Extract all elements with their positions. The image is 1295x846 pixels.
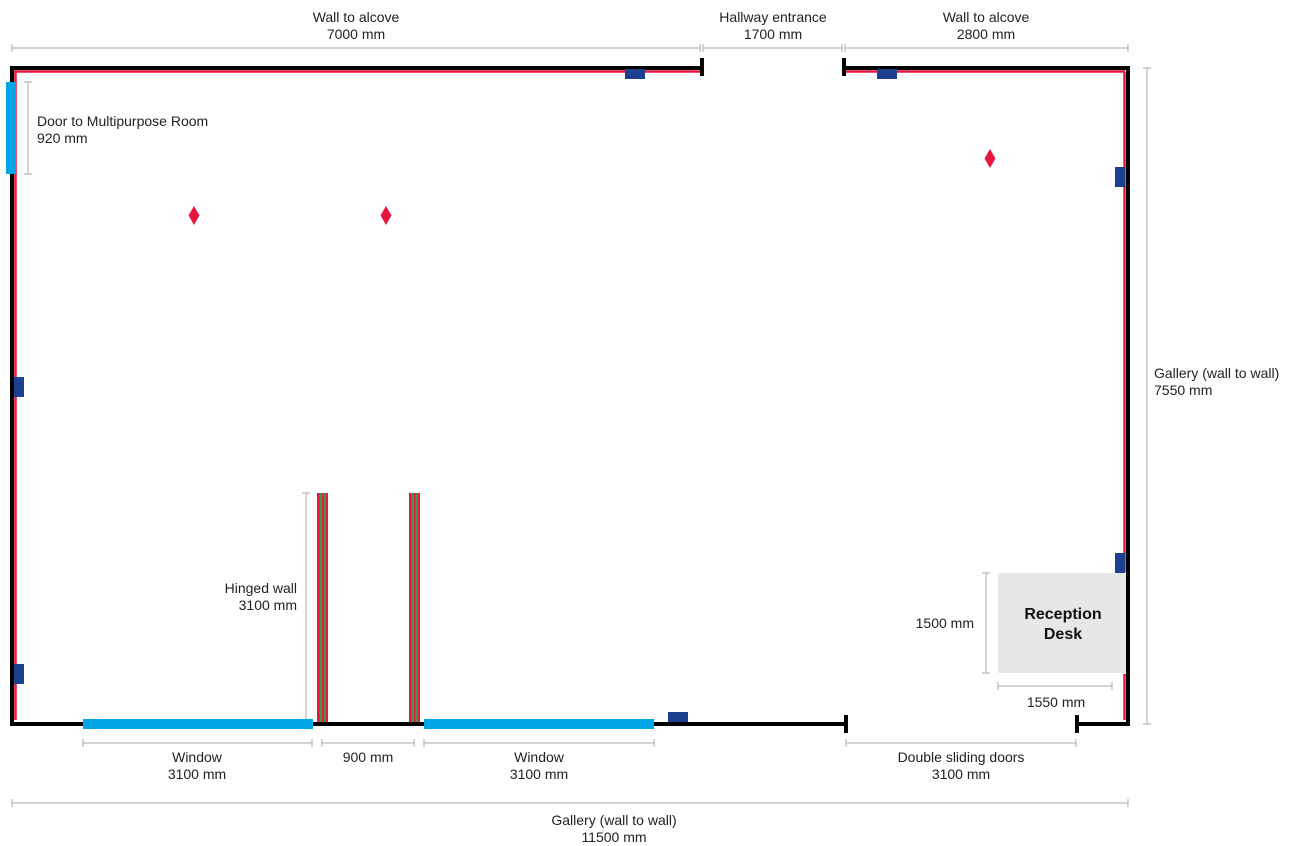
label-hinged-value: 3100 mm: [238, 597, 297, 613]
outlet: [1115, 553, 1125, 573]
label-bottom-total: Gallery (wall to wall) 11500 mm: [551, 812, 676, 846]
label-right-height-title: Gallery (wall to wall): [1154, 365, 1280, 381]
label-sliding-doors-title: Double sliding doors: [897, 749, 1025, 765]
label-door-value: 920 mm: [37, 130, 88, 146]
label-desk-height: 1500 mm: [915, 615, 974, 631]
label-bottom-total-title: Gallery (wall to wall): [551, 812, 677, 828]
label-hinged: Hinged wall 3100 mm: [225, 580, 297, 614]
label-bottom-total-value: 11500 mm: [581, 829, 647, 845]
label-hallway-value: 1700 mm: [743, 26, 803, 42]
label-right-height-value: 7550 mm: [1154, 382, 1213, 398]
label-window-right-title: Window: [514, 749, 564, 765]
label-door-title: Door to Multipurpose Room: [37, 113, 209, 129]
label-window-right: Window 3100 mm: [510, 749, 568, 783]
label-sliding-doors-value: 3100 mm: [931, 766, 991, 782]
diamond-marker: [984, 149, 996, 168]
windows: [6, 82, 654, 729]
power-outlets: [14, 69, 1125, 722]
label-top-right: Wall to alcove 2800 mm: [943, 9, 1030, 43]
reception-desk-line1: Reception: [1024, 606, 1102, 623]
outlet: [668, 712, 688, 722]
outlet: [877, 69, 897, 79]
label-sliding-doors: Double sliding doors 3100 mm: [898, 749, 1025, 783]
label-desk-width: 1550 mm: [1026, 694, 1086, 710]
label-top-left-title: Wall to alcove: [312, 9, 400, 25]
dimension-desk-width: [997, 682, 1113, 690]
dimension-desk-height: [982, 572, 990, 674]
label-hallway-title: Hallway entrance: [719, 9, 827, 25]
dimension-hinged: [302, 492, 310, 721]
dimension-top-mid: [702, 44, 843, 52]
light-markers: [188, 149, 996, 225]
dimension-bottom-total: [11, 799, 1129, 807]
label-top-right-value: 2800 mm: [956, 26, 1016, 42]
label-door: Door to Multipurpose Room 920 mm: [37, 113, 208, 147]
outlet: [14, 664, 24, 684]
dimension-window-right: [423, 739, 655, 747]
wall-end-caps: [700, 58, 1079, 733]
dimension-lines: [11, 44, 1151, 807]
hinged-wall-2: [409, 493, 420, 722]
hinged-wall-1: [317, 493, 328, 722]
window-right: [424, 719, 654, 729]
label-right-height: Gallery (wall to wall) 7550 mm: [1154, 365, 1279, 399]
reception-desk-label: Reception Desk: [1024, 605, 1101, 645]
label-top-left-value: 7000 mm: [326, 26, 386, 42]
label-top-right-title: Wall to alcove: [942, 9, 1030, 25]
outlet: [14, 377, 24, 397]
label-hallway: Hallway entrance 1700 mm: [719, 9, 826, 43]
label-window-left-title: Window: [172, 749, 222, 765]
label-gap: 900 mm: [342, 749, 394, 765]
reception-desk: [998, 573, 1126, 673]
dimension-right-height: [1143, 67, 1151, 725]
outlet: [1115, 167, 1125, 187]
label-top-left: Wall to alcove 7000 mm: [313, 9, 400, 43]
dimension-gap: [321, 739, 415, 747]
label-window-left: Window 3100 mm: [168, 749, 226, 783]
outlet: [625, 69, 645, 79]
dimension-sliding: [845, 739, 1077, 747]
dimension-top-left: [11, 44, 701, 52]
label-window-left-value: 3100 mm: [167, 766, 227, 782]
label-hinged-title: Hinged wall: [224, 580, 297, 596]
diamond-marker: [188, 206, 200, 225]
reception-desk-line2: Desk: [1043, 626, 1083, 643]
dimension-door: [24, 81, 32, 175]
label-window-right-value: 3100 mm: [509, 766, 569, 782]
dimension-top-right: [844, 44, 1129, 52]
door-multipurpose: [6, 82, 16, 174]
diamond-marker: [380, 206, 392, 225]
dimension-window-left: [82, 739, 313, 747]
window-left: [83, 719, 313, 729]
